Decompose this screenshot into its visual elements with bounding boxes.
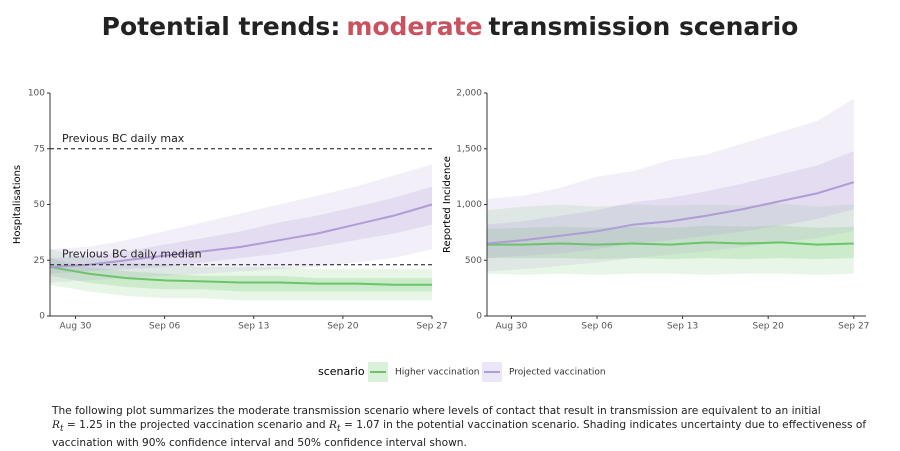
y-tick-label: 50: [34, 200, 46, 210]
x-tick-label: Sep 06: [581, 322, 613, 332]
reference-label: Previous BC daily median: [62, 248, 202, 261]
math: R: [52, 419, 60, 431]
y-tick-label: 2,000: [456, 89, 482, 99]
charts: scenario Hospitalisations 0 25 50 75 100 Aug 3…: [12, 89, 869, 382]
y-tick-label: 75: [34, 144, 45, 154]
title: Potential trends: moderate transmission sc…: [0, 12, 900, 41]
reference-label: Previous BC daily max: [62, 132, 185, 145]
x-tick-label: Sep 20: [753, 322, 785, 332]
confidence-band: [487, 203, 854, 275]
math: t: [337, 424, 341, 435]
legend-title: scenario: [318, 365, 365, 378]
median-line: [487, 241, 854, 246]
median-line: [486, 181, 855, 245]
x-tick-label: Sep 13: [667, 322, 698, 332]
median-line: [49, 203, 433, 268]
confidence-band: [50, 186, 432, 274]
legend-label: Higher vaccination: [395, 368, 479, 378]
math: R: [329, 419, 338, 431]
y-axis-label: Reported Incidence: [442, 156, 453, 253]
y-tick-label: 25: [34, 256, 45, 266]
y-tick-label: 1,500: [456, 144, 482, 154]
x-tick-label: Sep 13: [238, 322, 269, 332]
x-tick-label: Sep 27: [838, 322, 869, 332]
math: t: [59, 424, 64, 435]
title-highlight: moderate: [346, 12, 483, 41]
x-tick-label: Aug 30: [496, 322, 528, 332]
confidence-band: [50, 249, 432, 301]
confidence-band: [487, 150, 854, 259]
y-tick-label: 1,000: [456, 200, 482, 210]
title-text: Potential trends:: [101, 12, 341, 41]
median-line: [49, 265, 432, 286]
title-text: transmission scenario: [488, 12, 799, 41]
y-axis-label: Hospitalisations: [12, 165, 23, 244]
y-tick-label: 100: [28, 89, 45, 99]
legend-label: Projected vaccination: [509, 368, 606, 378]
y-tick-label: 0: [39, 312, 45, 322]
x-tick-label: Aug 30: [60, 322, 92, 332]
y-tick-label: 500: [465, 256, 482, 266]
footnote-text: = 1.07 in the potential vaccination scen…: [52, 419, 867, 450]
footnote-text: = 1.25 in the projected vaccination scen…: [66, 419, 326, 431]
x-tick-label: Sep 20: [327, 322, 359, 332]
footnote-text: The following plot summarizes the modera…: [52, 405, 821, 417]
x-tick-label: Sep 27: [416, 322, 447, 332]
confidence-band: [50, 164, 432, 283]
confidence-band: [487, 98, 854, 272]
x-tick-label: Sep 06: [149, 322, 181, 332]
y-tick-label: 0: [476, 312, 482, 322]
footnote: The following plot summarizes the modera…: [52, 404, 872, 450]
